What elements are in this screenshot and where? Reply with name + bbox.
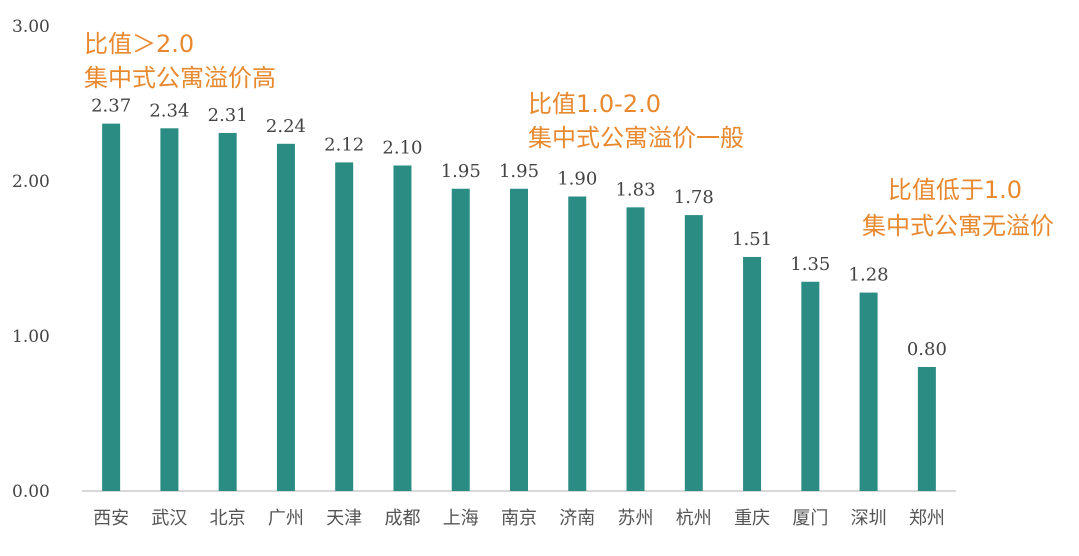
bar-value-label: 1.78 — [674, 187, 714, 208]
bar-value-label: 1.95 — [499, 161, 539, 182]
bar — [801, 281, 820, 491]
category-label: 济南 — [559, 508, 595, 529]
bar-value-label: 1.90 — [557, 169, 597, 190]
bar — [684, 215, 703, 491]
category-label: 上海 — [443, 508, 479, 529]
y-tick-label: 0.00 — [12, 482, 50, 502]
bar — [626, 207, 645, 491]
bar — [102, 123, 121, 492]
bar-value-label: 1.83 — [615, 179, 655, 200]
annotation-none-line1: 比值低于1.0 — [888, 176, 1022, 204]
category-label: 北京 — [210, 508, 246, 529]
bar — [218, 132, 237, 491]
category-label: 天津 — [326, 508, 362, 529]
x-axis-category-labels: 西安 武汉 北京 广州 天津 成都 上海 南京 济南 苏州 杭州 重庆 厦门 深圳 郑州 — [93, 508, 945, 529]
annotations: 比值＞2.0 集中式公寓溢价高 比值1.0-2.0 集中式公寓溢价一般 比值低于… — [84, 30, 1054, 240]
annotation-none-line2: 集中式公寓无溢价 — [862, 212, 1054, 240]
bar-value-label: 1.51 — [732, 229, 772, 250]
y-tick-label: 2.00 — [12, 172, 50, 192]
bar — [276, 143, 295, 492]
bar-value-label: 2.12 — [324, 134, 364, 155]
bar-value-label: 1.35 — [790, 254, 830, 275]
category-label: 武汉 — [151, 508, 187, 529]
bar — [510, 188, 528, 491]
y-tick-label: 3.00 — [12, 17, 50, 37]
bar-value-label: 2.24 — [266, 116, 306, 137]
category-label: 苏州 — [618, 508, 654, 529]
category-label: 广州 — [268, 508, 304, 529]
category-label: 南京 — [501, 508, 537, 529]
annotation-mid-line1: 比值1.0-2.0 — [528, 90, 661, 118]
y-axis-tick-labels: 0.00 1.00 2.00 3.00 — [12, 17, 50, 502]
bar — [743, 256, 762, 491]
bar — [335, 162, 354, 491]
bar-value-label: 1.28 — [849, 265, 889, 286]
bar-value-label: 2.31 — [208, 105, 248, 126]
category-label: 深圳 — [851, 508, 887, 529]
category-label: 郑州 — [909, 508, 945, 529]
category-label: 西安 — [93, 508, 129, 529]
bar-value-label: 1.95 — [441, 161, 481, 182]
bar — [160, 128, 179, 492]
bar — [568, 196, 587, 491]
annotation-mid-line2: 集中式公寓溢价一般 — [528, 124, 744, 152]
annotation-high-line2: 集中式公寓溢价高 — [84, 64, 276, 92]
category-label: 成都 — [384, 508, 420, 529]
bars — [102, 123, 936, 492]
category-label: 重庆 — [734, 508, 770, 529]
bar — [859, 292, 878, 491]
bar-value-label: 2.37 — [91, 96, 131, 117]
bar-value-label: 2.10 — [382, 138, 422, 159]
bar — [393, 165, 412, 491]
category-label: 厦门 — [792, 508, 828, 529]
annotation-high-line1: 比值＞2.0 — [84, 30, 194, 58]
bar — [917, 367, 936, 491]
category-label: 杭州 — [676, 508, 712, 529]
bar-value-label: 2.34 — [149, 100, 189, 121]
y-tick-label: 1.00 — [12, 327, 50, 347]
bar-value-label: 0.80 — [907, 339, 947, 360]
bar-value-labels: 2.37 2.34 2.31 2.24 2.12 2.10 1.95 1.95 1.90 1.83… — [91, 96, 947, 360]
bar — [451, 188, 470, 491]
